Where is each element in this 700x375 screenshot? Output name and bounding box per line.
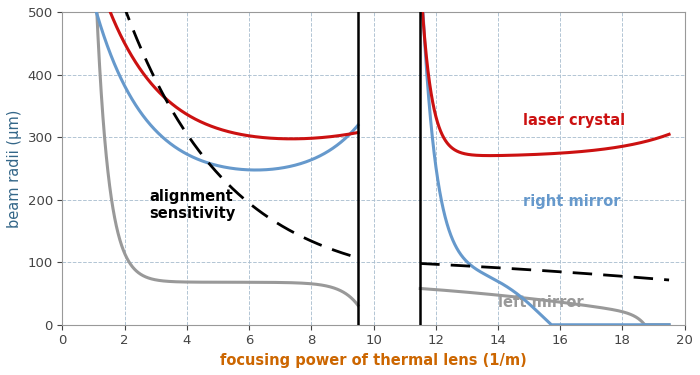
Text: right mirror: right mirror [523,194,620,209]
Y-axis label: beam radii (μm): beam radii (μm) [7,109,22,228]
Text: left mirror: left mirror [498,295,584,310]
Text: laser crystal: laser crystal [523,112,625,128]
Text: alignment
sensitivity: alignment sensitivity [150,189,236,221]
X-axis label: focusing power of thermal lens (1/m): focusing power of thermal lens (1/m) [220,353,527,368]
